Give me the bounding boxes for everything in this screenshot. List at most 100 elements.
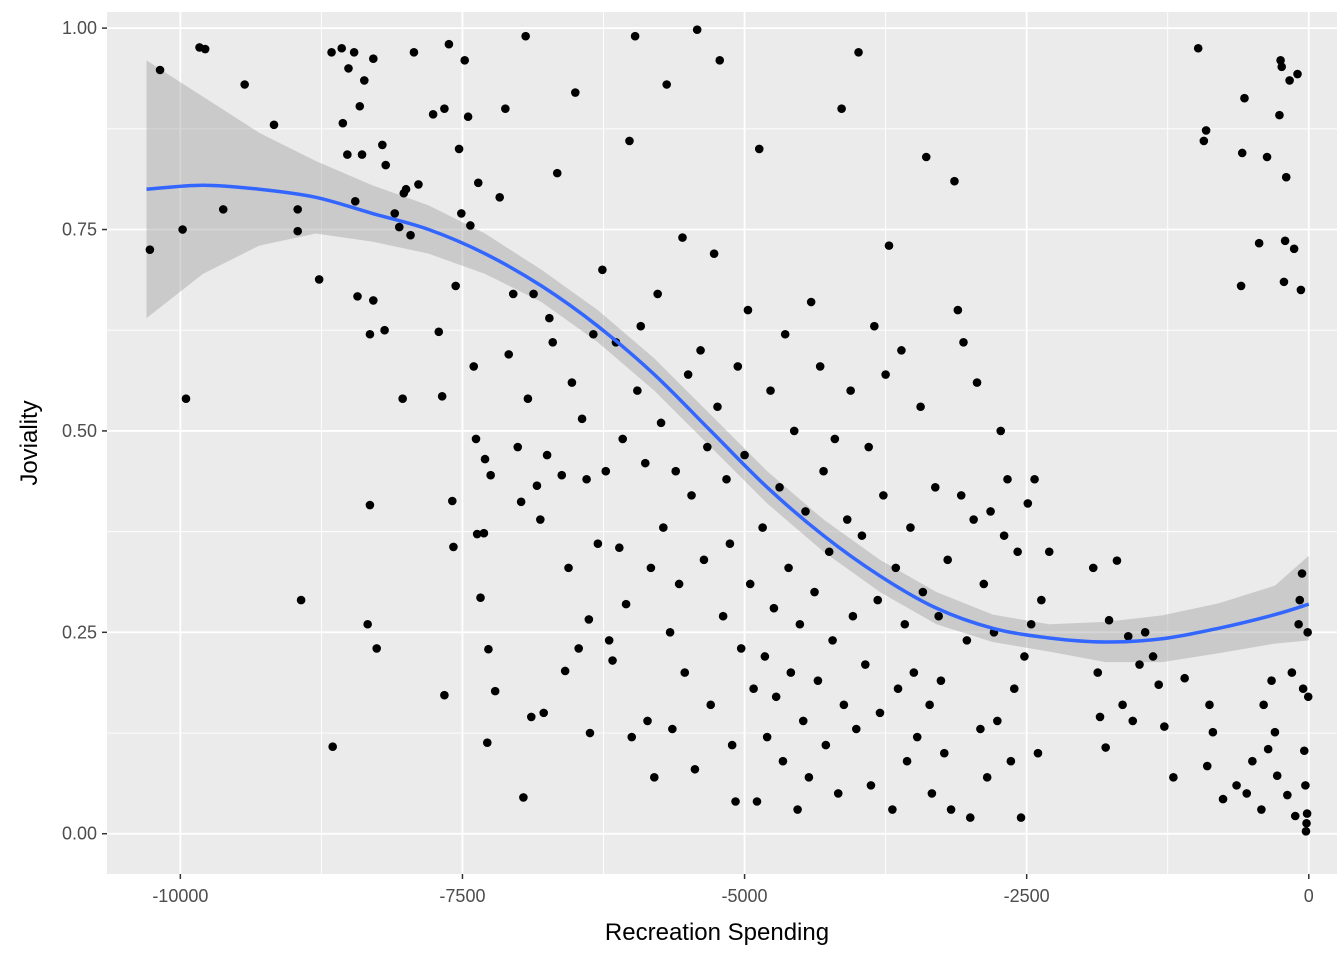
data-point [1009,684,1019,694]
data-point [806,297,816,307]
data-point [930,483,940,492]
data-point [819,466,828,476]
x-tick-label: 0 [1304,886,1314,906]
data-point [585,728,595,738]
data-point [593,539,603,549]
data-point [891,563,901,573]
data-point [460,56,470,65]
data-point [1201,126,1211,135]
data-point [780,329,790,339]
data-point [1301,781,1310,790]
data-point [674,579,684,589]
data-point [653,289,662,299]
data-point [1242,789,1252,798]
data-point [918,587,928,597]
data-point [1289,244,1299,254]
data-point [1272,771,1282,781]
data-point [293,226,303,236]
data-point [1095,712,1105,722]
data-point [893,684,903,694]
data-point [444,39,454,49]
data-point [786,668,796,677]
data-point [946,805,956,814]
data-point [866,781,876,790]
data-point [355,101,365,111]
data-point [1088,563,1098,573]
data-point [479,528,489,538]
data-point [798,716,808,726]
data-point [630,31,640,41]
data-point [900,619,910,629]
data-point [584,615,594,624]
data-point [1033,748,1043,758]
data-point [873,595,883,605]
data-point [795,619,805,629]
data-point [1154,680,1164,689]
data-point [178,225,187,234]
data-point [440,104,449,113]
data-point [940,748,949,758]
data-point [769,603,779,613]
data-point [344,64,353,73]
data-point [851,724,861,734]
data-point [513,442,523,452]
data-point [471,434,481,444]
data-point [200,44,210,54]
data-point [793,805,802,814]
data-point [636,321,646,331]
data-point [1287,668,1297,677]
data-point [516,497,526,507]
data-point [733,362,743,371]
x-axis-ticks: -10000 -7500 -5000 -2500 0 [152,874,1314,906]
x-tick-label: -2500 [1004,886,1050,906]
x-tick-label: -7500 [439,886,485,906]
data-point [1262,152,1272,162]
confidence-band [146,60,1309,663]
data-point [789,426,799,436]
data-point [649,773,659,782]
data-point [608,656,617,665]
data-point [523,394,533,403]
data-point [589,329,598,339]
data-point [1006,756,1016,766]
data-point [1263,744,1273,754]
data-point [943,555,952,565]
data-point [495,192,504,202]
data-point [993,716,1002,726]
data-point [529,289,538,299]
data-point [380,325,389,335]
data-point [870,321,879,331]
data-point [314,275,324,284]
data-point [480,454,490,464]
data-point [956,491,966,500]
data-point [1296,285,1306,295]
data-point [621,599,631,609]
data-point [501,104,510,113]
data-point [976,724,985,734]
data-point [1016,813,1026,822]
data-point [454,144,464,154]
data-point [864,442,873,452]
data-point [857,531,867,540]
data-point [1160,722,1169,731]
data-point [451,281,460,291]
y-axis-title: Joviality [16,400,43,485]
data-point [1285,76,1294,85]
data-point [972,378,982,387]
data-point [409,47,419,57]
data-point [687,491,696,500]
data-point [539,708,549,718]
data-point [725,539,735,549]
data-point [476,593,485,602]
data-point [656,418,666,428]
data-point [965,813,975,822]
data-point [582,474,591,484]
data-point [861,660,870,669]
data-point [381,160,391,170]
data-point [545,313,554,323]
data-point [699,555,709,565]
data-point [1280,236,1290,246]
data-point [897,346,906,355]
data-point [828,636,837,645]
data-point [875,708,885,718]
